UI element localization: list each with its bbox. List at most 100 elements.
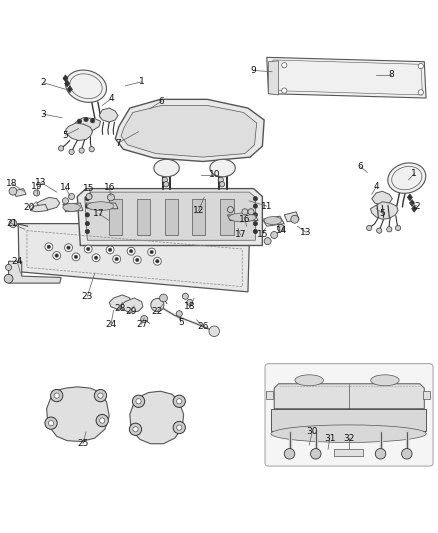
Polygon shape — [271, 409, 425, 431]
Circle shape — [107, 194, 114, 201]
Circle shape — [48, 421, 53, 426]
Circle shape — [176, 311, 182, 317]
Circle shape — [85, 204, 89, 208]
Text: 18: 18 — [184, 302, 195, 311]
Circle shape — [72, 253, 80, 261]
Text: 28: 28 — [114, 304, 125, 312]
Text: 11: 11 — [261, 201, 272, 211]
Text: 6: 6 — [159, 96, 164, 106]
Text: 26: 26 — [197, 322, 208, 332]
Text: 31: 31 — [323, 433, 335, 442]
Circle shape — [92, 254, 100, 262]
Text: 8: 8 — [387, 70, 393, 79]
Circle shape — [106, 246, 114, 254]
Text: 20: 20 — [23, 203, 35, 212]
Circle shape — [163, 182, 168, 187]
Circle shape — [281, 88, 286, 93]
Circle shape — [94, 256, 98, 260]
Circle shape — [69, 149, 74, 155]
Circle shape — [4, 274, 13, 283]
Ellipse shape — [65, 70, 106, 102]
Text: 14: 14 — [276, 226, 287, 235]
Text: 29: 29 — [125, 306, 137, 316]
Circle shape — [9, 220, 17, 228]
Circle shape — [182, 293, 188, 300]
Circle shape — [366, 225, 371, 231]
Text: 3: 3 — [41, 110, 46, 119]
Ellipse shape — [87, 201, 114, 211]
Text: 18: 18 — [6, 179, 18, 188]
Circle shape — [253, 213, 257, 217]
Text: 16: 16 — [103, 183, 115, 192]
Circle shape — [176, 425, 181, 430]
Circle shape — [94, 390, 106, 402]
Circle shape — [84, 245, 92, 253]
Circle shape — [290, 215, 298, 223]
Circle shape — [155, 260, 159, 263]
Text: 24: 24 — [12, 257, 23, 266]
Circle shape — [98, 393, 103, 398]
Circle shape — [53, 252, 60, 260]
Text: 25: 25 — [77, 439, 88, 448]
Circle shape — [162, 177, 167, 182]
Polygon shape — [13, 189, 26, 197]
Polygon shape — [74, 118, 100, 132]
Polygon shape — [227, 215, 258, 221]
Circle shape — [253, 197, 257, 201]
Polygon shape — [85, 192, 255, 240]
Circle shape — [85, 229, 89, 233]
Polygon shape — [46, 387, 109, 441]
Polygon shape — [86, 203, 118, 209]
Text: 6: 6 — [357, 162, 363, 171]
Ellipse shape — [63, 204, 80, 212]
Circle shape — [208, 326, 219, 336]
Circle shape — [277, 224, 284, 231]
Text: 22: 22 — [152, 306, 162, 316]
Circle shape — [136, 399, 141, 404]
Circle shape — [159, 294, 167, 302]
Text: 2: 2 — [41, 78, 46, 87]
Polygon shape — [422, 391, 428, 399]
Ellipse shape — [294, 375, 323, 386]
Polygon shape — [192, 199, 205, 235]
Circle shape — [54, 393, 59, 398]
Circle shape — [67, 246, 70, 249]
Text: 21: 21 — [6, 219, 17, 228]
Circle shape — [150, 298, 163, 312]
Text: 15: 15 — [83, 184, 95, 193]
Ellipse shape — [264, 216, 281, 224]
Circle shape — [115, 257, 118, 261]
Text: 5: 5 — [378, 208, 384, 217]
Text: 32: 32 — [342, 433, 353, 442]
Circle shape — [374, 449, 385, 459]
Polygon shape — [268, 61, 278, 95]
Circle shape — [253, 229, 257, 233]
Text: 5: 5 — [178, 318, 184, 327]
Circle shape — [84, 117, 88, 122]
Text: 15: 15 — [256, 230, 268, 239]
Circle shape — [58, 146, 64, 151]
Text: 17: 17 — [93, 209, 105, 219]
Circle shape — [89, 147, 94, 152]
Polygon shape — [333, 449, 362, 456]
Circle shape — [79, 148, 84, 153]
Polygon shape — [65, 123, 92, 141]
Text: 5: 5 — [63, 131, 68, 140]
Circle shape — [417, 63, 423, 69]
Circle shape — [74, 255, 78, 259]
Circle shape — [135, 258, 139, 262]
Circle shape — [133, 426, 138, 432]
Circle shape — [45, 243, 53, 251]
Text: 9: 9 — [250, 66, 256, 75]
Text: 30: 30 — [306, 427, 317, 437]
Polygon shape — [164, 199, 177, 235]
Polygon shape — [137, 199, 150, 235]
Text: 1: 1 — [138, 77, 144, 86]
Polygon shape — [109, 199, 122, 235]
Polygon shape — [109, 295, 131, 309]
Ellipse shape — [153, 159, 179, 177]
Polygon shape — [99, 108, 118, 122]
Text: 7: 7 — [115, 139, 120, 148]
Polygon shape — [370, 201, 397, 219]
Text: 14: 14 — [60, 183, 71, 192]
